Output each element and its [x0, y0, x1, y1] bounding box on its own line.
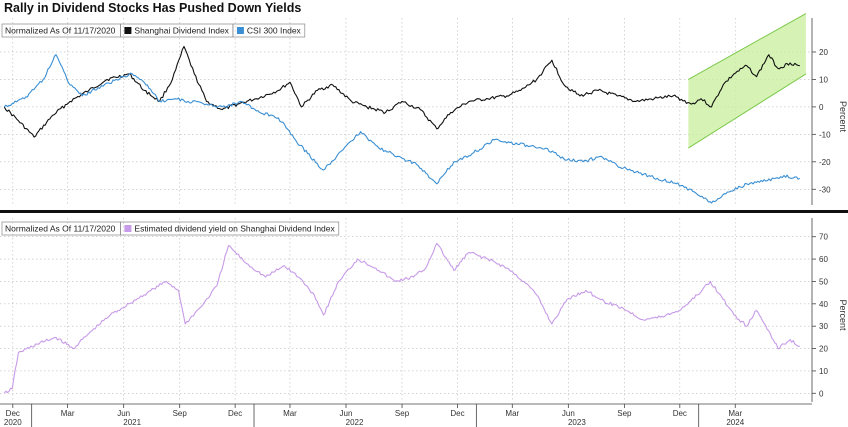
x-tick-label-month: Mar: [728, 409, 742, 418]
x-tick-label-year: 2023: [568, 418, 586, 427]
y-axis-title: Percent: [838, 101, 848, 133]
series-line-shanghai-dividend-index: [3, 45, 800, 138]
y-tick-label: 0: [819, 103, 824, 112]
y-tick-label: 30: [819, 322, 828, 331]
y-tick-label: 50: [819, 277, 828, 286]
y-tick-label: -10: [819, 130, 831, 139]
x-tick-label-month: Jun: [117, 409, 130, 418]
legend-entry: Estimated dividend yield on Shanghai Div…: [134, 224, 335, 234]
x-tick-label-month: Mar: [61, 409, 75, 418]
legend-entry-box: [120, 221, 340, 236]
y-tick-label: -30: [819, 185, 831, 194]
trend-channel-lower-line: [688, 73, 807, 149]
x-tick-label-month: Dec: [6, 409, 20, 418]
x-tick-label-month: Jun: [340, 409, 353, 418]
chart-title: Rally in Dividend Stocks Has Pushed Down…: [4, 1, 302, 15]
x-tick-label-month: Sep: [173, 409, 188, 418]
y-tick-label: 20: [819, 345, 828, 354]
x-tick-label-month: Sep: [395, 409, 410, 418]
series-line-estimated-dividend-yield-on-shanghai-dividend-index: [3, 242, 800, 394]
y-tick-label: -20: [819, 158, 831, 167]
x-tick-label-month: Dec: [228, 409, 242, 418]
x-tick-label-year: 2020: [4, 418, 22, 427]
y-tick-label: 0: [819, 389, 824, 398]
legend-title: Normalized As Of 11/17/2020: [5, 26, 116, 36]
y-tick-label: 70: [819, 233, 828, 242]
legend-entry: Shanghai Dividend Index: [134, 26, 229, 36]
x-tick-label-month: Mar: [505, 409, 519, 418]
x-tick-label-month: Jun: [562, 409, 575, 418]
x-tick-label-month: Mar: [283, 409, 297, 418]
y-axis-title: Percent: [838, 299, 848, 331]
y-tick-label: 10: [819, 367, 828, 376]
x-tick-label-month: Dec: [673, 409, 687, 418]
panel-1: -30 -20 -10 0 10 20 Percent Normalized As Of 11…: [0, 13, 848, 205]
y-tick-label: 20: [819, 48, 828, 57]
series-line-csi-300-index: [3, 54, 801, 204]
legend-entry-box: [232, 23, 306, 38]
x-tick-label-month: Sep: [617, 409, 632, 418]
x-tick-label-year: 2022: [346, 418, 364, 427]
panel-separator: [0, 210, 848, 213]
legend: Normalized As Of 11/17/2020 Estimated div…: [1, 221, 340, 236]
legend-swatch: [124, 225, 132, 232]
legend-swatch: [236, 27, 244, 34]
legend-entry: CSI 300 Index: [247, 26, 302, 36]
y-tick-label: 40: [819, 300, 828, 309]
x-tick-label-year: 2024: [726, 418, 744, 427]
trend-channel-upper-line: [688, 13, 807, 80]
panel-2: 0 10 20 30 40 50 60 70 Percent Normalized As Of 1…: [0, 218, 848, 402]
x-tick-label-month: Dec: [450, 409, 464, 418]
legend-swatch: [124, 27, 132, 34]
y-tick-label: 60: [819, 255, 828, 264]
trend-channel-band: [688, 13, 806, 149]
y-tick-label: 10: [819, 75, 828, 84]
x-tick-label-year: 2021: [123, 418, 141, 427]
legend: Normalized As Of 11/17/2020 Shanghai Divi…: [1, 23, 306, 38]
legend-title: Normalized As Of 11/17/2020: [5, 224, 116, 234]
